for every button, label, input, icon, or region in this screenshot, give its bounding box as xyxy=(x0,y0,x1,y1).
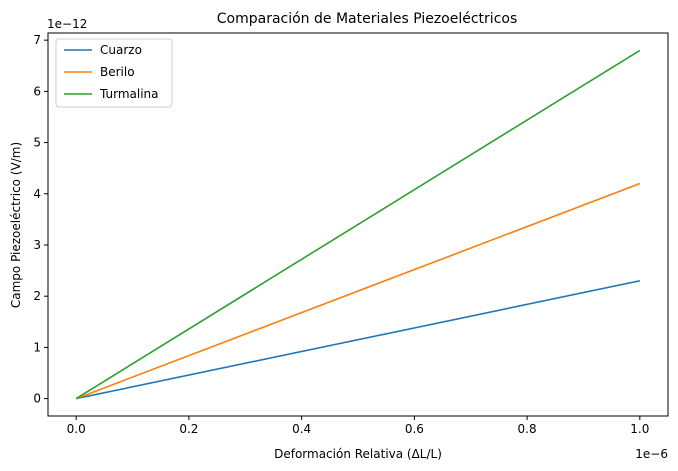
legend-label-berilo: Berilo xyxy=(100,65,135,79)
x-tick-label: 0.4 xyxy=(292,422,311,436)
axis-ticks: 0.0 0.2 0.4 0.6 0.8 1.0 0 1 2 3 4 5 6 7 xyxy=(33,33,649,436)
x-tick-label: 1.0 xyxy=(630,422,649,436)
y-axis-label: Campo Piezoeléctrico (V/m) xyxy=(9,142,23,308)
series-line-berilo xyxy=(75,182,641,400)
y-tick-label: 6 xyxy=(33,84,41,98)
x-axis-offset-label: 1e−6 xyxy=(635,447,668,461)
chart-title: Comparación de Materiales Piezoeléctrico… xyxy=(217,11,518,27)
y-axis-offset-label: 1e−12 xyxy=(47,17,87,31)
x-tick-label: 0.2 xyxy=(179,422,198,436)
plot-area-frame xyxy=(47,32,669,417)
series-line-cuarzo xyxy=(76,280,640,400)
legend-box xyxy=(55,38,173,108)
x-tick-label: 0.8 xyxy=(518,422,537,436)
y-tick-label: 3 xyxy=(33,238,41,252)
legend-label-cuarzo: Cuarzo xyxy=(100,43,142,57)
y-tick-label: 2 xyxy=(33,289,41,303)
legend-label-turmalina: Turmalina xyxy=(99,87,159,101)
series-lines xyxy=(75,49,641,400)
y-tick-label: 0 xyxy=(33,392,41,406)
x-tick-label: 0.0 xyxy=(67,422,86,436)
legend: Cuarzo Berilo Turmalina xyxy=(55,38,173,108)
series-line-turmalina xyxy=(75,49,641,400)
x-tick-label: 0.6 xyxy=(405,422,424,436)
y-tick-label: 7 xyxy=(33,33,41,47)
y-tick-label: 5 xyxy=(33,136,41,150)
x-axis-label: Deformación Relativa (ΔL/L) xyxy=(274,447,442,461)
y-tick-label: 4 xyxy=(33,187,41,201)
y-tick-label: 1 xyxy=(33,340,41,354)
